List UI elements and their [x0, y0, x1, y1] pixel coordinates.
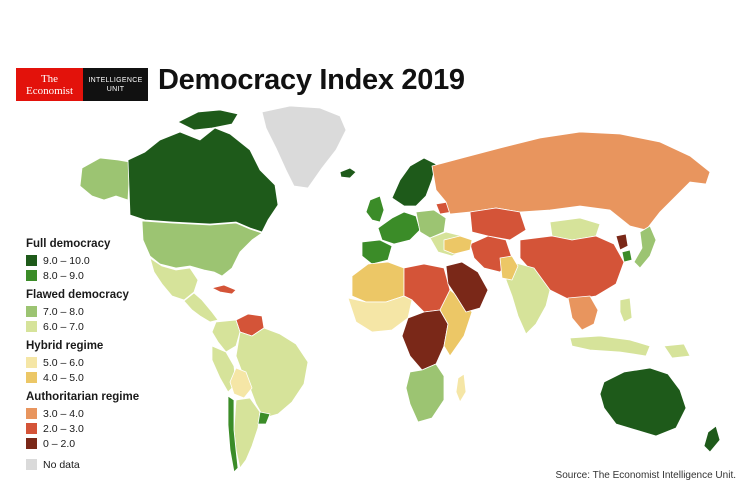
region-bolivia — [229, 367, 253, 399]
legend-swatch — [26, 408, 37, 419]
region-iceland — [339, 167, 357, 179]
legend-item: 5.0 – 6.0 — [26, 355, 166, 370]
unit-line-1: INTELLIGENCE — [88, 76, 143, 84]
brand-line-1: The — [40, 72, 59, 85]
legend-swatch — [26, 459, 37, 470]
intelligence-unit-mark: INTELLIGENCE UNIT — [83, 68, 148, 101]
legend-label: 9.0 – 10.0 — [43, 254, 90, 267]
legend-swatch — [26, 372, 37, 383]
region-turkey — [443, 235, 473, 255]
region-west-africa — [347, 295, 413, 333]
legend-item: 3.0 – 4.0 — [26, 406, 166, 421]
unit-line-2: UNIT — [106, 85, 125, 93]
legend-label: 5.0 – 6.0 — [43, 356, 84, 369]
region-southern-africa — [405, 363, 445, 423]
legend-label: 6.0 – 7.0 — [43, 320, 84, 333]
legend-swatch — [26, 255, 37, 266]
legend-item: 7.0 – 8.0 — [26, 304, 166, 319]
region-united-states — [141, 220, 263, 277]
region-north-korea — [615, 233, 629, 251]
region-madagascar — [455, 373, 467, 403]
legend-item: 2.0 – 3.0 — [26, 421, 166, 436]
legend-item: 4.0 – 5.0 — [26, 370, 166, 385]
brand-line-2: Economist — [25, 84, 74, 97]
region-alaska — [79, 157, 131, 201]
region-central-europe — [415, 209, 447, 239]
legend-item: 9.0 – 10.0 — [26, 253, 166, 268]
legend-group: Authoritarian regime 3.0 – 4.0 2.0 – 3.0 0 … — [26, 391, 166, 451]
region-scandinavia — [391, 157, 437, 207]
legend-item-no-data: No data — [26, 457, 166, 472]
legend-swatch — [26, 270, 37, 281]
legend-swatch — [26, 438, 37, 449]
region-india — [505, 261, 551, 335]
region-north-africa — [351, 261, 405, 303]
legend-label: 8.0 – 9.0 — [43, 269, 84, 282]
economist-brand-mark: The Economist — [16, 68, 83, 101]
legend-group: Flawed democracy 7.0 – 8.0 6.0 – 7.0 — [26, 289, 166, 334]
region-philippines — [619, 297, 633, 323]
region-iberia — [361, 239, 393, 265]
map-legend: Full democracy 9.0 – 10.0 8.0 – 9.0 Flawed … — [26, 238, 166, 472]
region-colombia — [211, 319, 241, 353]
legend-swatch — [26, 321, 37, 332]
legend-item: 8.0 – 9.0 — [26, 268, 166, 283]
legend-label: 3.0 – 4.0 — [43, 407, 84, 420]
region-arctic-islands — [177, 109, 239, 131]
legend-group-title: Authoritarian regime — [26, 391, 140, 403]
economist-logo: The Economist INTELLIGENCE UNIT — [16, 68, 148, 101]
region-argentina — [233, 397, 261, 469]
region-south-korea — [621, 249, 633, 263]
legend-swatch — [26, 423, 37, 434]
source-note: Source: The Economist Intelligence Unit. — [555, 470, 736, 481]
region-australia — [599, 367, 687, 437]
region-canada — [127, 127, 279, 233]
region-greenland — [261, 105, 347, 189]
legend-swatch — [26, 306, 37, 317]
region-pakistan — [499, 255, 519, 281]
legend-swatch — [26, 357, 37, 368]
region-uruguay — [257, 411, 271, 425]
legend-item: 0 – 2.0 — [26, 436, 166, 451]
region-papua-new-guinea — [663, 343, 691, 359]
legend-group: Full democracy 9.0 – 10.0 8.0 – 9.0 — [26, 238, 166, 283]
legend-label: 2.0 – 3.0 — [43, 422, 84, 435]
region-southeast-asia — [567, 295, 599, 331]
region-japan — [633, 225, 657, 269]
legend-group: Hybrid regime 5.0 – 6.0 4.0 – 5.0 — [26, 340, 166, 385]
legend-label: No data — [43, 458, 80, 471]
region-arabia — [445, 261, 489, 313]
legend-group-title: Full democracy — [26, 238, 111, 250]
region-western-europe — [377, 211, 421, 245]
legend-item: 6.0 – 7.0 — [26, 319, 166, 334]
region-indonesia — [569, 335, 651, 357]
region-mexico — [149, 257, 199, 301]
legend-label: 4.0 – 5.0 — [43, 371, 84, 384]
region-new-zealand — [703, 425, 721, 453]
region-central-america — [183, 292, 219, 323]
legend-label: 7.0 – 8.0 — [43, 305, 84, 318]
region-uk-ireland — [365, 195, 385, 223]
legend-group-title: Hybrid regime — [26, 340, 104, 352]
region-central-africa — [401, 309, 449, 371]
region-central-asia — [469, 207, 527, 241]
region-chile — [227, 395, 239, 473]
legend-label: 0 – 2.0 — [43, 437, 76, 450]
legend-group-title: Flawed democracy — [26, 289, 129, 301]
region-cuba — [211, 284, 237, 295]
page-title: Democracy Index 2019 — [158, 64, 465, 96]
